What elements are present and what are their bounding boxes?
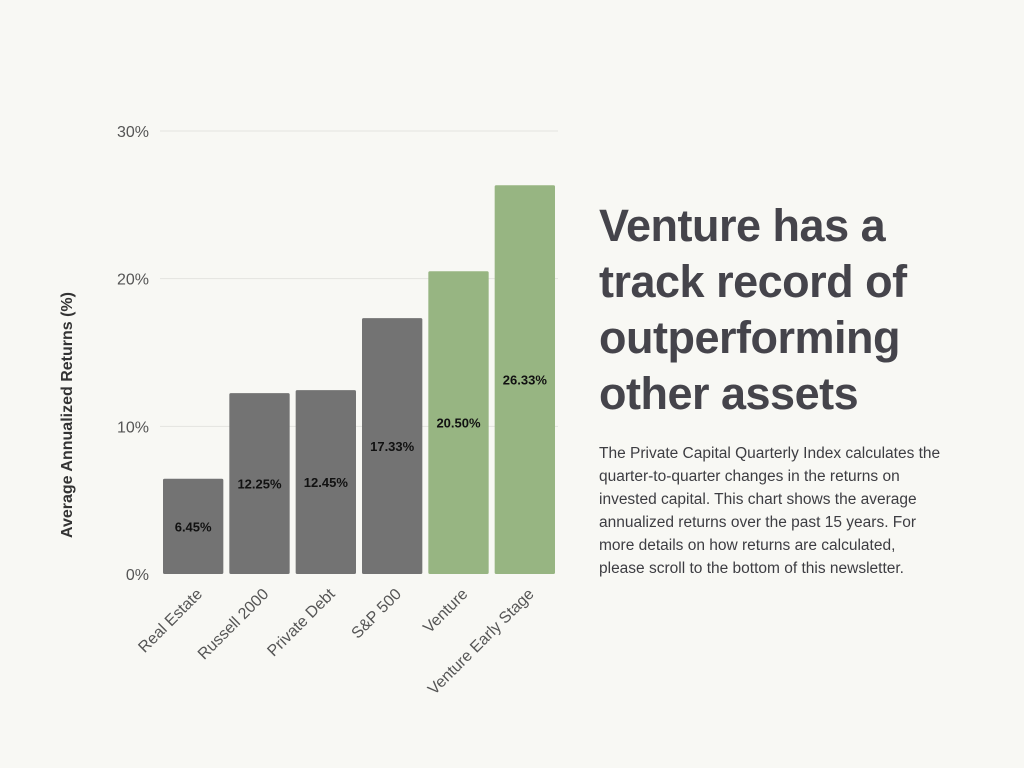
- bars: [163, 185, 555, 574]
- gridlines: [160, 130, 558, 427]
- x-category-label: Russell 2000: [195, 586, 273, 664]
- y-tick-label: 20%: [117, 272, 149, 289]
- bar: [428, 271, 489, 574]
- data-labels: 6.45% 12.25% 12.45% 17.33% 20.50% 26.33%: [175, 373, 548, 535]
- data-label: 26.33%: [503, 373, 548, 388]
- headline: Venture has a track record of outperform…: [599, 200, 907, 419]
- data-label: 12.45%: [304, 475, 349, 490]
- bar: [229, 393, 290, 574]
- y-tick-label: 30%: [117, 124, 149, 141]
- y-tick-label: 10%: [117, 419, 149, 436]
- x-category-label: Real Estate: [135, 586, 206, 657]
- data-label: 6.45%: [175, 519, 212, 534]
- x-category-label: S&P 500: [349, 586, 406, 643]
- data-label: 17.33%: [370, 439, 415, 454]
- y-axis-ticks: 0% 10% 20% 30%: [117, 124, 149, 584]
- x-category-label: Venture: [420, 586, 471, 637]
- data-label: 20.50%: [436, 416, 481, 431]
- bar: [494, 185, 555, 574]
- y-tick-label: 0%: [126, 567, 149, 584]
- x-category-label: Private Debt: [264, 585, 339, 660]
- bar: [163, 478, 224, 574]
- bar: [362, 318, 423, 574]
- description-text: The Private Capital Quarterly Index calc…: [599, 445, 941, 577]
- data-label: 12.25%: [237, 477, 282, 492]
- y-axis-label: Average Annualized Returns (%): [59, 292, 76, 538]
- returns-bar-chart: 0% 10% 20% 30% 6.45% 12.25% 12.45% 17.33% 20.50…: [59, 124, 558, 698]
- bar: [295, 390, 356, 574]
